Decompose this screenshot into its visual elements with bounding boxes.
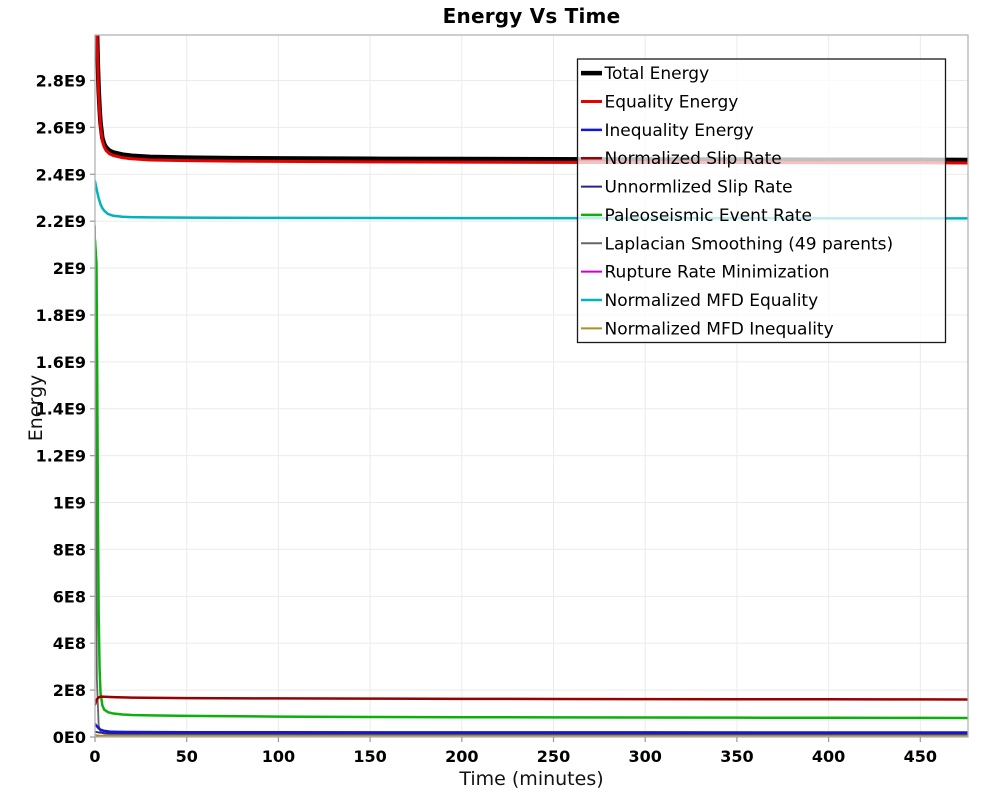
legend-label-normalized-slip-rate: Normalized Slip Rate: [605, 149, 782, 169]
legend-label-equality-energy: Equality Energy: [605, 93, 739, 113]
y-tick-label: 4E8: [53, 634, 86, 653]
legend-label-normalized-mfd-inequality: Normalized MFD Inequality: [605, 319, 834, 339]
legend-label-laplacian-smoothing: Laplacian Smoothing (49 parents): [605, 234, 894, 254]
series-line-paleoseismic-event-rate: [95, 238, 968, 720]
y-tick-label: 0E0: [53, 728, 86, 747]
y-tick-label: 6E8: [53, 587, 86, 606]
series-line-inequality-energy: [95, 722, 968, 734]
legend: Total Energy Equality Energy Inequality En…: [576, 58, 947, 344]
legend-label-total-energy: Total Energy: [604, 64, 710, 84]
x-tick-label: 200: [445, 747, 478, 766]
x-axis-title: Time (minutes): [459, 768, 604, 790]
axis-frame: [94, 34, 969, 738]
legend-label-inequality-energy: Inequality Energy: [605, 121, 754, 141]
x-tick-label: 0: [89, 747, 100, 766]
y-tick-label: 2E9: [53, 259, 86, 278]
y-tick-label: 8E8: [53, 540, 86, 559]
y-tick-label: 1.4E9: [36, 400, 86, 419]
legend-label-normalized-mfd-equality: Normalized MFD Equality: [605, 291, 819, 311]
y-tick-label: 1.6E9: [36, 353, 86, 372]
y-tick-label: 2.6E9: [36, 118, 86, 137]
x-tick-label: 300: [629, 747, 662, 766]
series-line-normalized-mfd-inequality: [95, 733, 968, 737]
y-axis-title: Energy: [25, 374, 47, 442]
x-tick-label: 400: [812, 747, 845, 766]
y-tick-label: 1.8E9: [36, 306, 86, 325]
legend-box: [576, 58, 947, 344]
x-tick-label: 350: [720, 747, 753, 766]
legend-label-paleoseismic-event-rate: Paleoseismic Event Rate: [605, 206, 813, 226]
x-tick-label: 50: [176, 747, 198, 766]
y-tick-label: 1E9: [53, 494, 86, 513]
series-layer: [95, 35, 968, 737]
series-line-normalized-slip-rate: [95, 695, 968, 706]
series-line-normalized-mfd-equality: [95, 180, 968, 220]
x-tick-label: 100: [262, 747, 295, 766]
y-tick-label: 2E8: [53, 681, 86, 700]
y-tick-label: 1.2E9: [36, 447, 86, 466]
x-tick-label: 150: [353, 747, 386, 766]
legend-label-unnormlized-slip-rate: Unnormlized Slip Rate: [605, 178, 793, 198]
x-tick-label: 450: [904, 747, 937, 766]
chart-title: Energy Vs Time: [442, 4, 621, 28]
x-tick-label: 250: [537, 747, 570, 766]
legend-label-rupture-rate-minimization: Rupture Rate Minimization: [605, 263, 830, 283]
y-tick-label: 2.2E9: [36, 212, 86, 231]
y-tick-label: 2.4E9: [36, 165, 86, 184]
y-tick-label: 2.8E9: [36, 71, 86, 90]
